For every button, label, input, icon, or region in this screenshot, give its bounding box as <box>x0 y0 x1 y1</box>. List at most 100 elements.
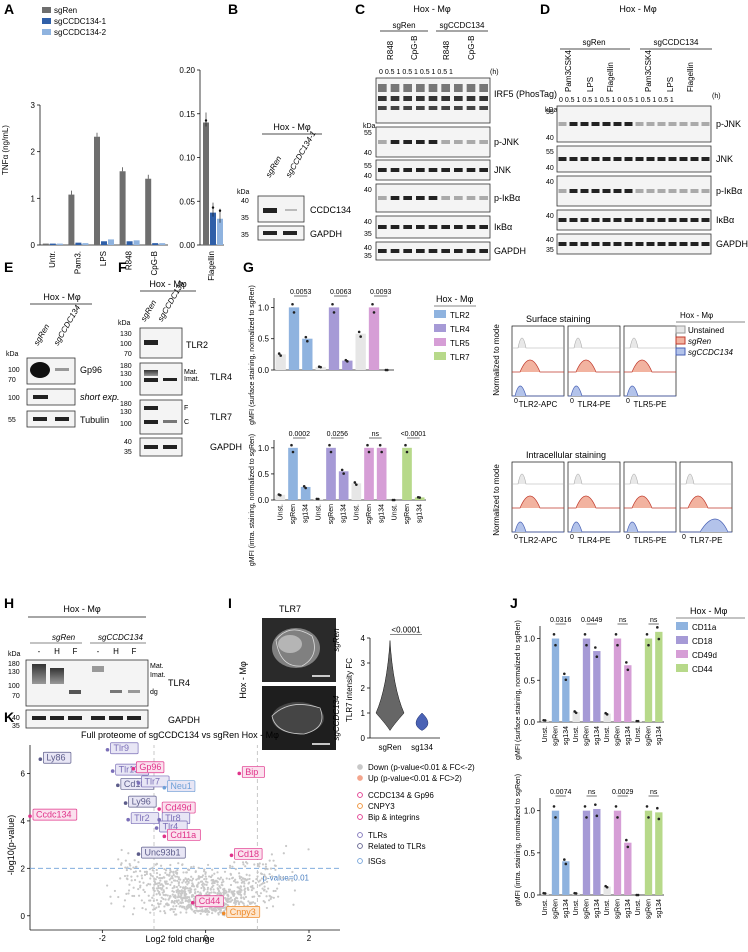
volcano-point <box>134 870 137 873</box>
volcano-point <box>119 863 123 866</box>
volcano-point <box>169 877 173 880</box>
a-flag-bar <box>217 218 223 245</box>
svg-text:TLR4: TLR4 <box>168 678 190 688</box>
volcano-point <box>155 872 159 875</box>
volcano-point <box>307 848 310 851</box>
volcano-point <box>124 866 127 869</box>
svg-text:40: 40 <box>546 165 554 172</box>
volcano-point <box>140 899 143 902</box>
a-bar <box>56 243 63 245</box>
svg-text:40: 40 <box>364 245 372 252</box>
volcano-highlight-point <box>190 900 195 905</box>
volcano-point <box>266 867 269 871</box>
volcano-point <box>169 868 172 872</box>
volcano-point <box>282 852 285 855</box>
chart-a-flagellin: 0.00 0.05 0.10 0.15 0.20 Flagellin <box>179 66 224 281</box>
blot-h-lane: H <box>54 647 60 656</box>
volcano-point <box>190 908 194 911</box>
volcano-point <box>165 903 168 906</box>
volcano-point <box>179 901 183 904</box>
volcano-label: Gp96 <box>139 762 161 772</box>
svg-text:40: 40 <box>124 439 132 446</box>
volcano-point <box>265 890 268 893</box>
volcano-point <box>239 888 242 891</box>
volcano-point <box>234 897 237 901</box>
volcano-point <box>258 884 261 887</box>
volcano-legend-marker <box>357 792 363 798</box>
volcano-point <box>161 884 164 887</box>
volcano-point <box>175 885 178 889</box>
volcano-point <box>123 899 127 902</box>
histogram-box <box>623 325 677 397</box>
volcano-point <box>181 901 185 904</box>
volcano-point <box>255 891 258 894</box>
a-flag-ytick: 0.15 <box>179 110 195 119</box>
volcano-point <box>123 874 127 878</box>
volcano-point <box>186 883 189 886</box>
volcano-point <box>216 877 220 880</box>
volcano-point <box>249 885 252 888</box>
violin-x-sg134: sg134 <box>411 743 433 752</box>
volcano-label: Ccdc134 <box>36 810 72 820</box>
volcano-point <box>127 892 130 895</box>
volcano-point <box>221 884 224 887</box>
volcano-point <box>177 894 180 897</box>
blot-d-treatment: LPS <box>666 77 675 92</box>
svg-text:0 0.5 1 0.5 1 0.5 1 0 0.5 1 0.: 0 0.5 1 0.5 1 0.5 1 0 0.5 1 0.5 1 0.5 1 <box>559 97 674 104</box>
volcano-point <box>238 875 241 878</box>
svg-text:Imat.: Imat. <box>184 376 200 383</box>
svg-text:short exp.: short exp. <box>80 392 120 402</box>
volcano-point <box>212 888 215 891</box>
svg-text:55: 55 <box>8 417 16 424</box>
volcano-point <box>155 868 158 872</box>
volcano-point <box>139 884 142 887</box>
xtick: sgRen <box>646 899 653 919</box>
svg-text:C: C <box>184 419 189 426</box>
blot-h-lane: H <box>113 647 119 656</box>
svg-text:130: 130 <box>120 331 132 338</box>
volcano-point <box>165 887 168 890</box>
xtick: sgRen <box>553 899 560 919</box>
svg-text:-log10(p-value): -log10(p-value) <box>6 815 16 876</box>
volcano-point <box>260 877 264 880</box>
volcano-point <box>216 892 219 895</box>
volcano-point <box>160 896 163 899</box>
volcano-legend-label: CCDC134 & Gp96 <box>368 791 434 800</box>
blot-d-treatment: Pam3CSK4 <box>564 50 573 92</box>
panel-c: C Hox - Mφ sgRen sgCCDC134 R848 CpG-B R8… <box>355 1 557 261</box>
svg-text:TLR2: TLR2 <box>450 311 470 320</box>
xtick: sgRen <box>584 899 591 919</box>
volcano-point <box>206 886 210 889</box>
volcano-point <box>122 905 125 908</box>
blot-d-row-label: GAPDH <box>716 239 748 249</box>
panel-a-ylabel: TNFα (ng/mL) <box>1 125 10 175</box>
bar <box>355 333 366 370</box>
volcano-legend-label: TLRs <box>368 831 387 840</box>
svg-text:Hox - Mφ: Hox - Mφ <box>43 292 81 302</box>
volcano-point <box>291 870 294 874</box>
volcano-point <box>211 882 214 885</box>
volcano-point <box>162 897 165 901</box>
volcano-point <box>259 879 262 882</box>
volcano-label: Cd44 <box>199 896 221 906</box>
bar <box>351 483 362 500</box>
volcano-point <box>126 866 129 869</box>
volcano-point <box>174 896 177 899</box>
volcano-highlight-point <box>131 766 136 771</box>
volcano-point <box>199 880 203 883</box>
a-xtick: CpG-B <box>150 251 159 275</box>
volcano-point <box>158 877 161 880</box>
volcano-point <box>216 883 219 886</box>
volcano-point <box>262 899 265 903</box>
blot-d-title: Hox - Mφ <box>619 4 657 14</box>
volcano-point <box>185 871 188 874</box>
volcano-point <box>202 870 206 873</box>
volcano-point <box>158 873 162 876</box>
p-value: ns <box>588 789 596 796</box>
volcano-point <box>194 911 197 915</box>
blot-h-gapdh <box>25 709 149 729</box>
volcano-point <box>233 861 236 864</box>
volcano-point <box>181 881 184 884</box>
volcano-point <box>137 861 140 864</box>
